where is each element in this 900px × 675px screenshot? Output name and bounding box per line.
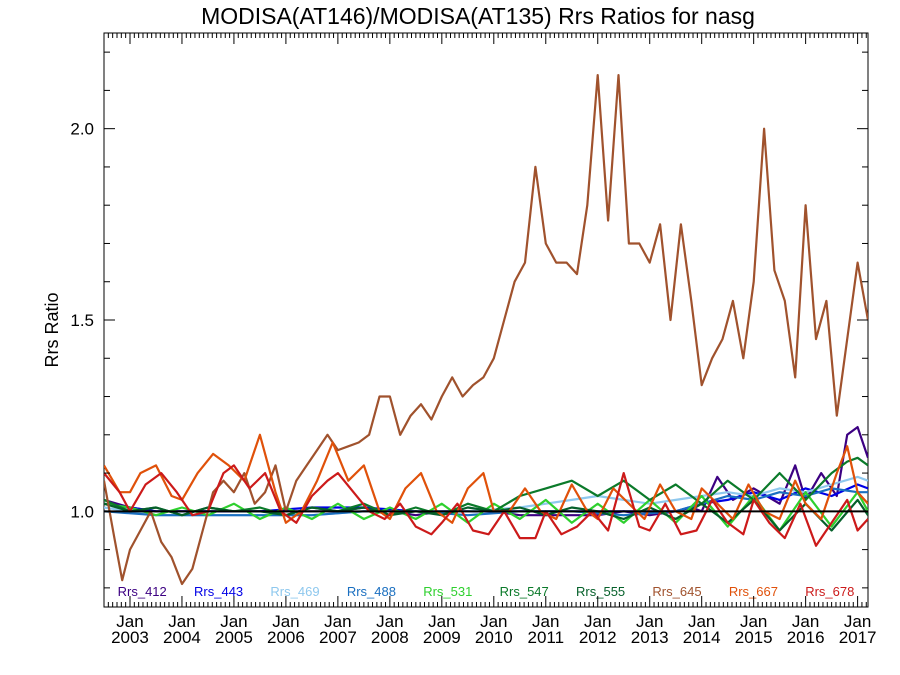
x-axis-ticks: Jan2003Jan2004Jan2005Jan2006Jan2007Jan20… — [103, 33, 877, 647]
x-tick-month-label: Jan — [532, 612, 559, 631]
x-tick-month-label: Jan — [272, 612, 299, 631]
x-tick-year-label: 2009 — [423, 628, 461, 647]
x-tick-year-label: 2004 — [163, 628, 201, 647]
x-tick-month-label: Jan — [428, 612, 455, 631]
x-tick-month-label: Jan — [844, 612, 871, 631]
x-tick-year-label: 2010 — [475, 628, 513, 647]
y-axis-label: Rrs Ratio — [42, 292, 62, 367]
x-tick-year-label: 2012 — [579, 628, 617, 647]
legend-entry: Rrs_667 — [729, 584, 778, 599]
legend-entry: Rrs_531 — [423, 584, 472, 599]
legend: Rrs_412 Rrs_443 Rrs_469 Rrs_488 Rrs_531 Rrs_5… — [118, 584, 855, 599]
x-tick-month-label: Jan — [480, 612, 507, 631]
series-line-rrs-645 — [104, 73, 868, 586]
x-tick-month-label: Jan — [116, 612, 143, 631]
series-line-rrs-531 — [104, 491, 868, 532]
x-tick-year-label: 2003 — [111, 628, 149, 647]
x-tick-year-label: 2014 — [683, 628, 721, 647]
x-tick-month-label: Jan — [220, 612, 247, 631]
x-tick-year-label: 2008 — [371, 628, 409, 647]
x-tick-year-label: 2013 — [631, 628, 669, 647]
x-tick-month-label: Jan — [688, 612, 715, 631]
x-tick-month-label: Jan — [584, 612, 611, 631]
y-tick-label: 1.0 — [70, 502, 94, 521]
y-tick-label: 2.0 — [70, 120, 94, 139]
plot-area — [103, 32, 869, 608]
x-tick-month-label: Jan — [740, 612, 767, 631]
x-tick-month-label: Jan — [324, 612, 351, 631]
series-lines — [104, 73, 868, 586]
legend-entry: Rrs_443 — [194, 584, 243, 599]
x-tick-year-label: 2017 — [839, 628, 877, 647]
legend-entry: Rrs_555 — [576, 584, 625, 599]
legend-entry: Rrs_412 — [118, 584, 167, 599]
series-line-rrs-667 — [104, 433, 868, 524]
y-axis-ticks: 1.0 1.5 2.0 — [70, 51, 868, 589]
y-tick-label: 1.5 — [70, 311, 94, 330]
x-tick-year-label: 2006 — [267, 628, 305, 647]
x-tick-year-label: 2015 — [735, 628, 773, 647]
plot-frame — [103, 32, 869, 608]
x-tick-month-label: Jan — [168, 612, 195, 631]
x-tick-month-label: Jan — [376, 612, 403, 631]
chart-title: MODISA(AT146)/MODISA(AT135) Rrs Ratios f… — [201, 3, 755, 29]
legend-entry: Rrs_678 — [805, 584, 854, 599]
legend-entry: Rrs_645 — [652, 584, 701, 599]
legend-entry: Rrs_488 — [347, 584, 396, 599]
x-tick-year-label: 2005 — [215, 628, 253, 647]
legend-entry: Rrs_469 — [270, 584, 319, 599]
x-tick-year-label: 2011 — [527, 628, 564, 647]
series-line-rrs-678 — [104, 464, 868, 547]
legend-entry: Rrs_547 — [500, 584, 549, 599]
x-tick-month-label: Jan — [636, 612, 663, 631]
x-tick-month-label: Jan — [792, 612, 819, 631]
x-tick-year-label: 2007 — [319, 628, 357, 647]
x-tick-year-label: 2016 — [787, 628, 825, 647]
